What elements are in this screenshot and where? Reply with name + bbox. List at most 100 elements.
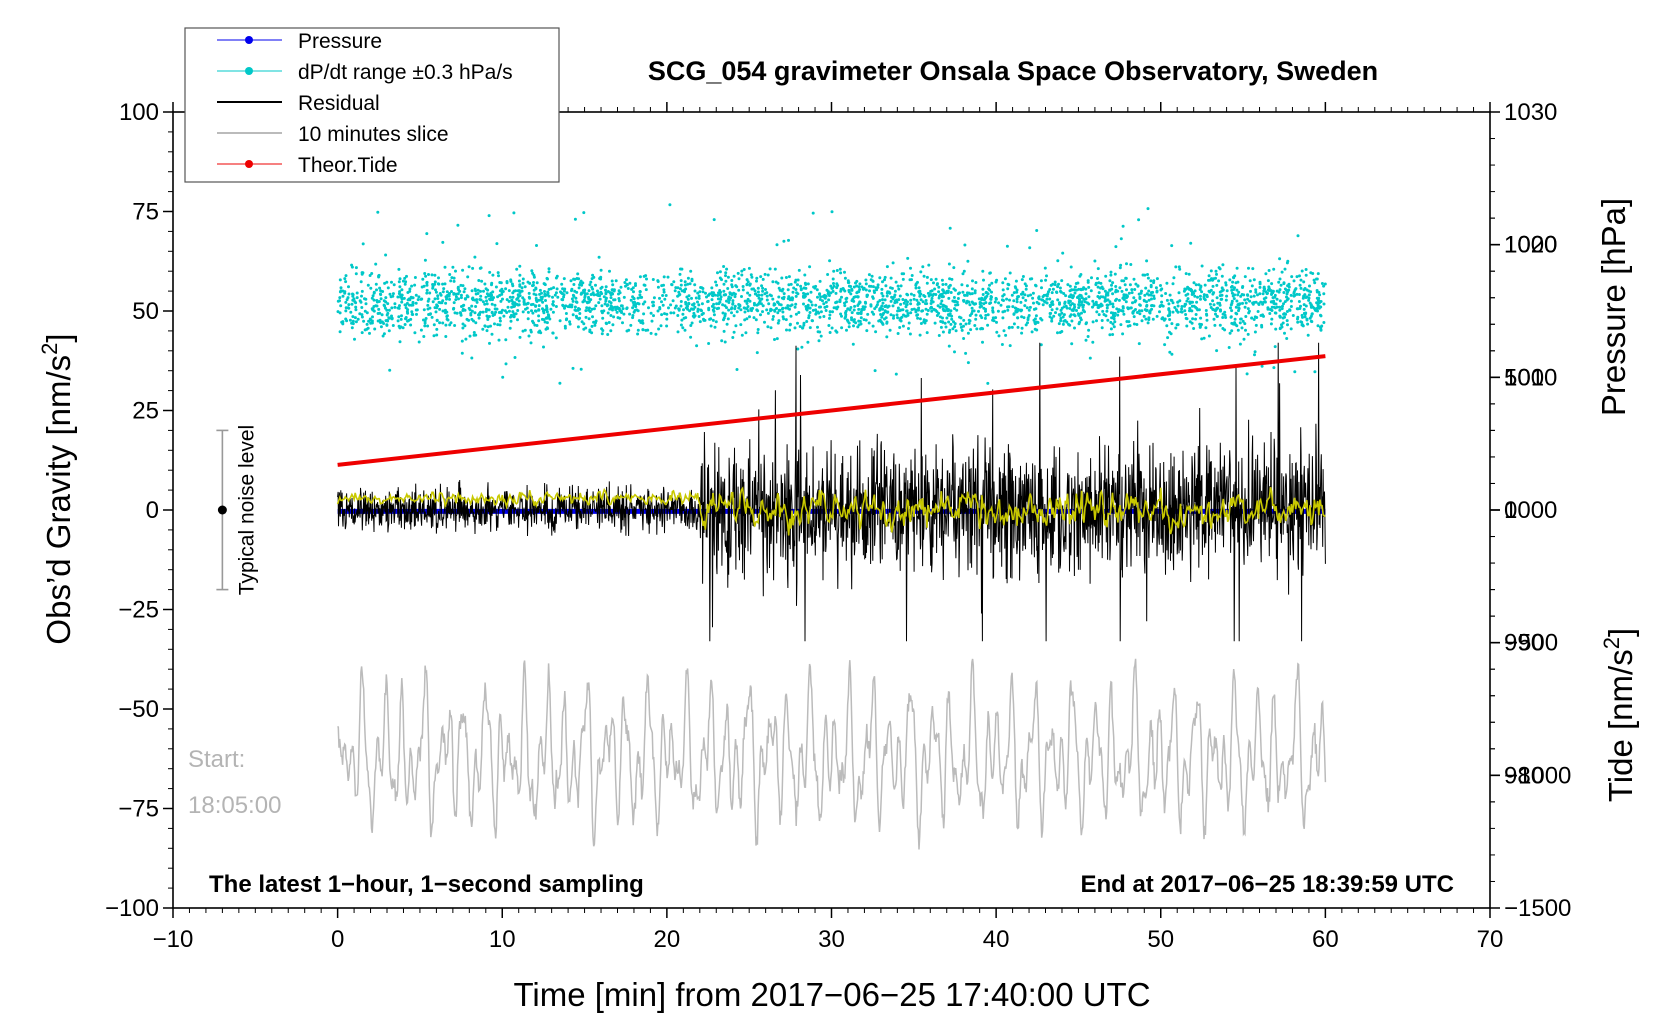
- dpdt-point: [1008, 271, 1012, 275]
- dpdt-point: [372, 305, 376, 308]
- dpdt-point: [880, 287, 884, 291]
- dpdt-point: [1194, 317, 1197, 321]
- dpdt-point: [745, 302, 749, 305]
- dpdt-point: [842, 288, 846, 291]
- dpdt-point: [710, 298, 714, 302]
- dpdt-point: [1076, 281, 1080, 285]
- dpdt-point: [1281, 304, 1284, 308]
- dpdt-point: [530, 269, 534, 273]
- dpdt-point: [892, 295, 896, 299]
- dpdt-point: [735, 368, 739, 371]
- dpdt-point: [899, 308, 903, 312]
- dpdt-point: [1289, 299, 1293, 303]
- dpdt-point: [454, 292, 458, 296]
- dpdt-point: [473, 255, 477, 259]
- dpdt-point: [582, 211, 586, 215]
- dpdt-point: [1270, 305, 1274, 309]
- dpdt-point: [1195, 300, 1199, 304]
- dpdt-point: [909, 302, 913, 306]
- dpdt-point: [1316, 272, 1320, 276]
- dpdt-point: [739, 308, 743, 312]
- dpdt-point: [750, 275, 754, 279]
- dpdt-point: [604, 299, 608, 303]
- dpdt-point: [765, 298, 769, 302]
- dpdt-point: [1070, 288, 1074, 292]
- dpdt-point: [769, 326, 773, 330]
- dpdt-point: [594, 283, 597, 287]
- dpdt-point: [1299, 278, 1303, 282]
- dpdt-point: [488, 270, 492, 274]
- dpdt-point: [748, 283, 752, 287]
- x-tick-label: 30: [818, 926, 845, 953]
- dpdt-point: [1081, 287, 1085, 291]
- dpdt-point: [436, 297, 440, 300]
- dpdt-point: [760, 284, 764, 288]
- dpdt-point: [602, 295, 606, 299]
- dpdt-point: [1232, 275, 1235, 279]
- dpdt-point: [1212, 317, 1216, 321]
- dpdt-point: [707, 293, 710, 297]
- dpdt-point: [1285, 337, 1289, 340]
- dpdt-point: [1012, 312, 1016, 316]
- dpdt-point: [652, 296, 656, 300]
- dpdt-point: [967, 321, 971, 325]
- dpdt-point: [681, 326, 685, 330]
- dpdt-point: [399, 295, 403, 299]
- dpdt-point: [771, 315, 775, 318]
- dpdt-point: [733, 307, 737, 311]
- dpdt-point: [1147, 289, 1151, 293]
- dpdt-point: [1006, 305, 1009, 309]
- dpdt-point: [1198, 325, 1202, 329]
- dpdt-point: [375, 288, 378, 292]
- dpdt-point: [1048, 297, 1052, 301]
- dpdt-point: [1079, 316, 1082, 320]
- dpdt-point: [929, 278, 933, 282]
- dpdt-point: [354, 320, 358, 324]
- dpdt-point: [881, 322, 885, 326]
- dpdt-point: [386, 302, 390, 306]
- dpdt-point: [725, 322, 729, 326]
- dpdt-point: [896, 306, 900, 310]
- dpdt-point: [455, 311, 459, 315]
- dpdt-point: [906, 313, 910, 317]
- dpdt-point: [773, 303, 777, 306]
- dpdt-point: [697, 294, 701, 298]
- dpdt-point: [507, 309, 511, 313]
- dpdt-point: [1199, 297, 1202, 301]
- dpdt-point: [1296, 234, 1300, 238]
- dpdt-point: [502, 314, 506, 318]
- dpdt-point: [652, 304, 656, 307]
- dpdt-point: [1266, 279, 1270, 283]
- dpdt-point: [1034, 284, 1038, 288]
- dpdt-point: [1084, 287, 1088, 291]
- dpdt-point: [433, 306, 437, 310]
- dpdt-point: [984, 313, 988, 317]
- dpdt-point: [355, 296, 359, 300]
- dpdt-point: [794, 302, 798, 306]
- dpdt-point: [687, 302, 691, 306]
- dpdt-point: [1168, 330, 1171, 334]
- dpdt-point: [397, 280, 401, 284]
- dpdt-point: [723, 293, 727, 297]
- dpdt-point: [925, 312, 929, 316]
- dpdt-point: [485, 302, 489, 306]
- dpdt-point: [403, 303, 407, 307]
- dpdt-point: [1161, 316, 1165, 320]
- dpdt-point: [1304, 296, 1308, 299]
- dpdt-point: [852, 308, 856, 312]
- dpdt-point: [541, 307, 544, 311]
- dpdt-point: [625, 282, 629, 286]
- dpdt-point: [850, 287, 854, 291]
- dpdt-point: [860, 307, 864, 311]
- dpdt-point: [806, 303, 810, 307]
- dpdt-point: [1232, 297, 1236, 301]
- dpdt-point: [483, 302, 487, 306]
- dpdt-point: [1177, 291, 1181, 295]
- dpdt-point: [876, 300, 880, 304]
- dpdt-point: [1306, 322, 1310, 326]
- dpdt-point: [364, 302, 368, 306]
- dpdt-point: [625, 307, 629, 311]
- dpdt-point: [1273, 306, 1277, 310]
- dpdt-point: [571, 366, 575, 370]
- dpdt-point: [823, 296, 827, 300]
